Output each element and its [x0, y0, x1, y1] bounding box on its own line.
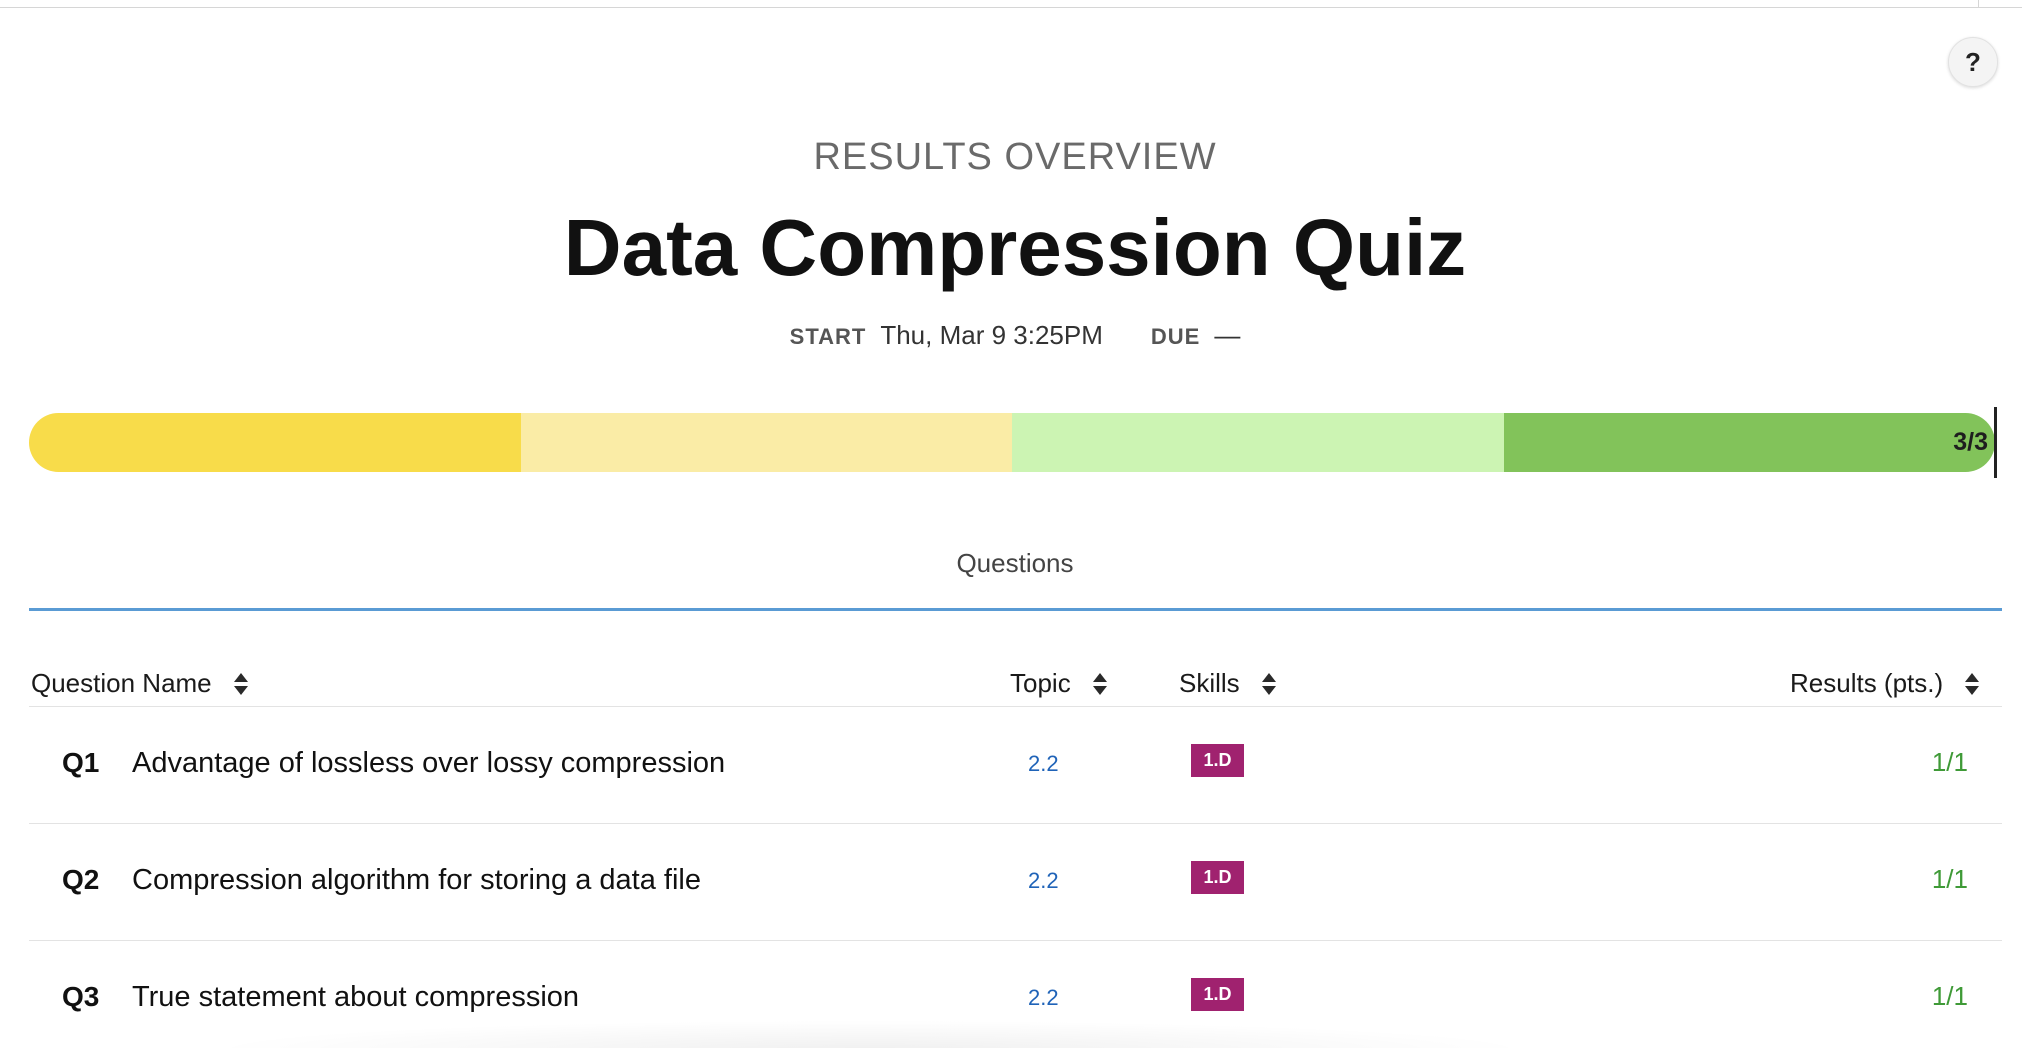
top-divider-tick — [1978, 0, 1979, 8]
top-divider — [0, 7, 2022, 8]
progress-segment-1 — [29, 413, 521, 472]
table-row[interactable]: Q3 True statement about compression 2.2 … — [29, 941, 2002, 1048]
progress-end-marker — [1994, 407, 1997, 478]
topic-link[interactable]: 2.2 — [1028, 985, 1059, 1010]
progress-score-label: 3/3 — [1953, 428, 1988, 456]
column-header-label: Question Name — [31, 668, 212, 698]
tab-questions[interactable]: Questions — [0, 548, 2022, 579]
question-name-link[interactable]: Advantage of lossless over lossy compres… — [132, 747, 726, 779]
result-score: 1/1 — [1931, 747, 1968, 777]
tab-questions-label: Questions — [956, 548, 1074, 578]
table-header-divider — [29, 706, 2002, 707]
row-divider — [29, 940, 2002, 941]
score-progress-bar — [29, 413, 1995, 472]
skill-badge: 1.D — [1191, 861, 1244, 894]
progress-segment-4 — [1503, 413, 1995, 472]
progress-segment-2 — [520, 413, 1012, 472]
topic-link[interactable]: 2.2 — [1028, 751, 1059, 776]
question-name-link[interactable]: True statement about compression — [132, 981, 580, 1013]
topic-link[interactable]: 2.2 — [1028, 868, 1059, 893]
skill-badge: 1.D — [1191, 744, 1244, 777]
column-header-label: Skills — [1179, 668, 1240, 698]
question-mark-icon: ? — [1965, 46, 1981, 77]
start-value: Thu, Mar 9 3:25PM — [880, 320, 1103, 350]
help-button[interactable]: ? — [1948, 37, 1998, 87]
assignment-dates: START Thu, Mar 9 3:25PM DUE — — [0, 320, 2022, 351]
question-number: Q1 — [62, 747, 100, 778]
column-header-topic[interactable]: Topic — [1010, 668, 1107, 699]
result-score: 1/1 — [1931, 864, 1968, 894]
question-number: Q3 — [62, 981, 100, 1012]
skill-badge: 1.D — [1191, 978, 1244, 1011]
question-number: Q2 — [62, 864, 100, 895]
due-value: — — [1214, 320, 1241, 350]
column-header-label: Results (pts.) — [1790, 668, 1944, 698]
question-name-link[interactable]: Compression algorithm for storing a data… — [132, 864, 701, 896]
sort-updown-icon[interactable] — [1261, 672, 1276, 696]
page-subtitle: RESULTS OVERVIEW — [813, 136, 1217, 178]
column-header-skills[interactable]: Skills — [1179, 668, 1276, 699]
column-header-label: Topic — [1010, 668, 1071, 698]
start-label: START — [789, 324, 867, 349]
row-divider — [29, 823, 2002, 824]
column-header-results[interactable]: Results (pts.) — [1790, 668, 1980, 699]
column-header-question-name[interactable]: Question Name — [31, 668, 248, 699]
sort-updown-icon[interactable] — [1965, 672, 1980, 696]
result-score: 1/1 — [1931, 981, 1968, 1011]
due-label: DUE — [1150, 324, 1201, 349]
tab-underline — [29, 608, 2002, 611]
table-row[interactable]: Q2 Compression algorithm for storing a d… — [29, 824, 2002, 941]
sort-updown-icon[interactable] — [233, 672, 248, 696]
progress-segment-3 — [1012, 413, 1504, 472]
sort-updown-icon[interactable] — [1092, 672, 1107, 696]
table-row[interactable]: Q1 Advantage of lossless over lossy comp… — [29, 707, 2002, 824]
page-title: Data Compression Quiz — [563, 203, 1467, 292]
